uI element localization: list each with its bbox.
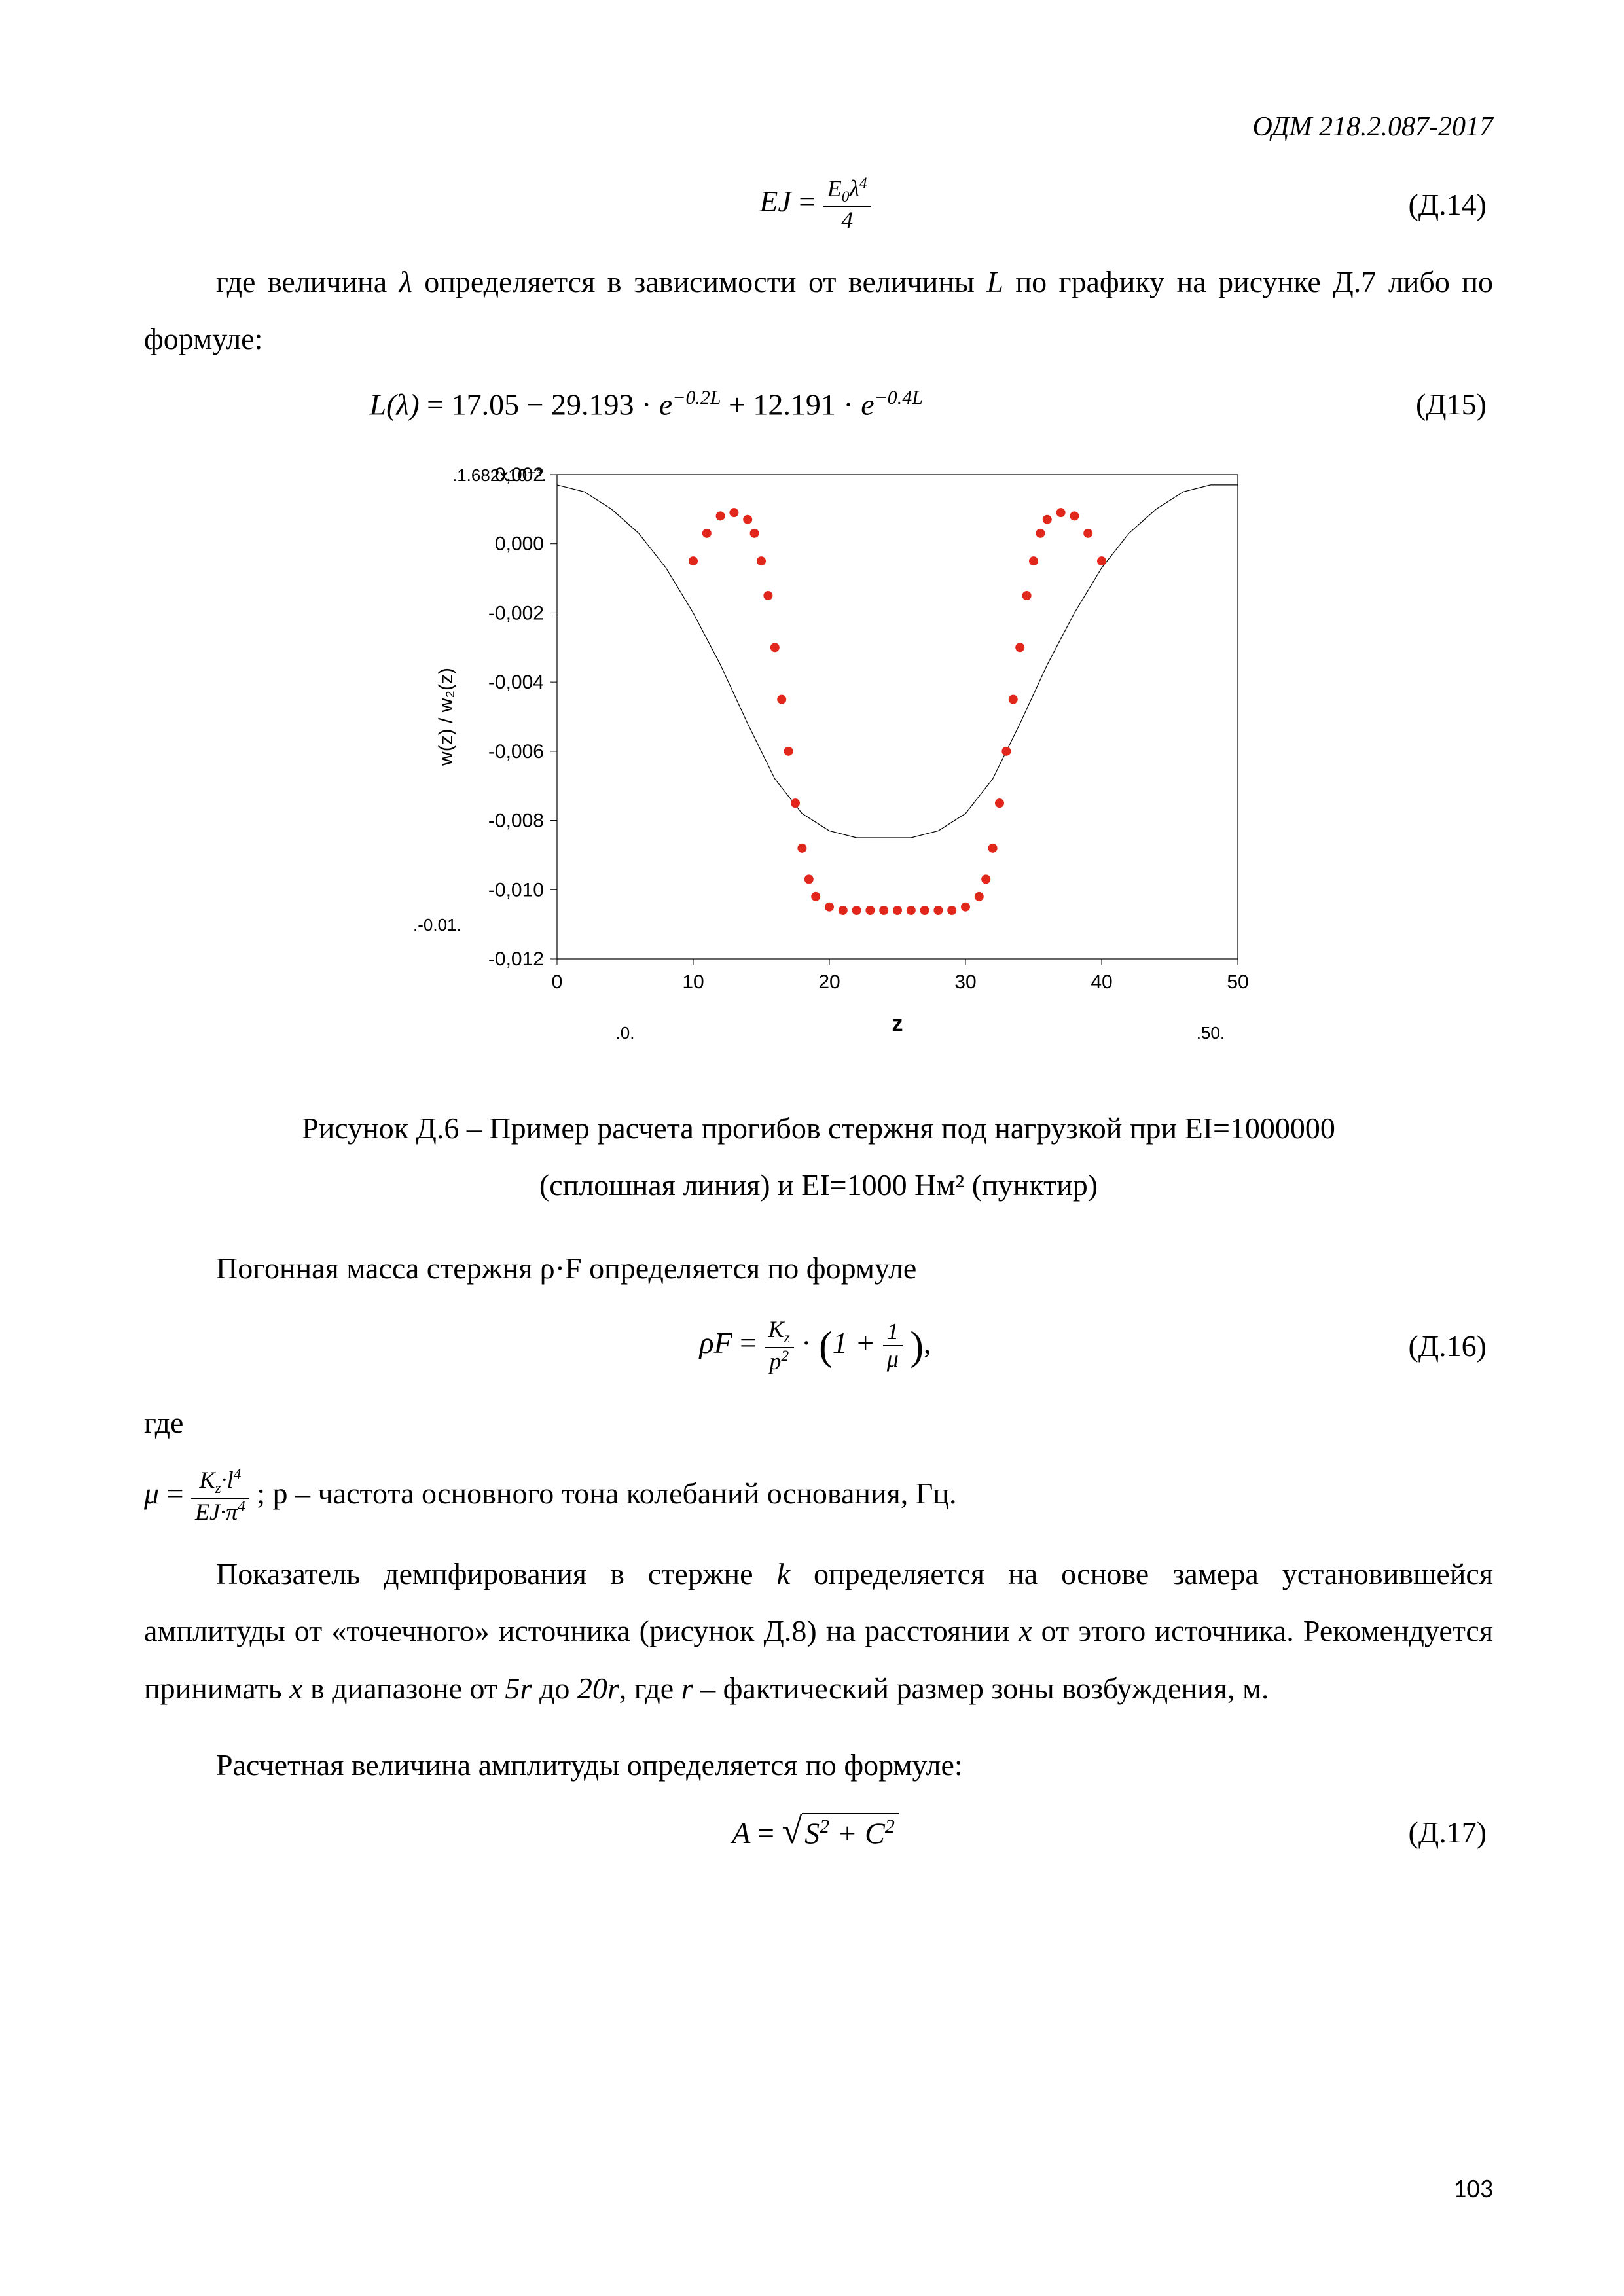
svg-text:-0,008: -0,008 [488,810,543,831]
eq16-number: (Д.16) [931,1329,1493,1363]
document-code-header: ОДМ 218.2.087-2017 [144,111,1493,143]
paragraph-mu-def: μ = Kz·l4 EJ·π4 ; p – частота основного … [144,1465,1493,1526]
paragraph-gde: где [144,1394,1493,1451]
svg-text:40: 40 [1091,971,1112,993]
eq17-number: (Д.17) [899,1815,1493,1850]
paragraph-amplitude: Расчетная величина амплитуды определяетс… [144,1736,1493,1793]
svg-text:-0,006: -0,006 [488,740,543,762]
equation-d14: EJ = E0λ4 4 (Д.14) [144,175,1493,234]
deflection-chart: -0,012 -0,010 -0,008 -0,006 -0,004 -0,002 0,00… [361,448,1277,1054]
svg-text:-0,004: -0,004 [488,672,543,693]
svg-text:.-0.01.: .-0.01. [413,915,461,935]
svg-text:10: 10 [682,971,704,993]
svg-text:20: 20 [818,971,840,993]
figure-caption: Рисунок Д.6 – Пример расчета прогибов ст… [144,1100,1493,1214]
svg-text:0,000: 0,000 [494,533,543,554]
equation-d15: L(λ) = 17.05 − 29.193 · e−0.2L + 12.191 … [144,387,1493,422]
svg-text:-0,010: -0,010 [488,879,543,901]
svg-text:z: z [892,1011,903,1036]
paragraph-damping: Показатель демпфирования в стержне k опр… [144,1545,1493,1717]
svg-text:w(z) / w₂(z): w(z) / w₂(z) [435,668,457,766]
svg-text:.50.: .50. [1196,1023,1224,1043]
eq15-number: (Д15) [923,387,1493,422]
paragraph-rhoF: Погонная масса стержня ρ·F определяется … [144,1240,1493,1297]
svg-text:-0,012: -0,012 [488,948,543,970]
svg-text:50: 50 [1227,971,1248,993]
eq14-lhs: EJ [759,185,791,218]
equation-d16: ρF = Kz p2 · (1 + 1 μ ), (Д.16) [144,1317,1493,1375]
svg-text:30: 30 [954,971,976,993]
page-number: 103 [1453,2172,1493,2204]
paragraph-lambda-def: где величина λ определяется в зависимост… [144,253,1493,368]
eq14-number: (Д.14) [871,187,1493,222]
svg-text:-0,002: -0,002 [488,602,543,624]
svg-text:.0.: .0. [615,1023,634,1043]
svg-text:0: 0 [551,971,562,993]
equation-d17: A = √ S2 + C2 (Д.17) [144,1813,1493,1850]
svg-text:.1.682x10⁻³.: .1.682x10⁻³. [452,465,547,485]
